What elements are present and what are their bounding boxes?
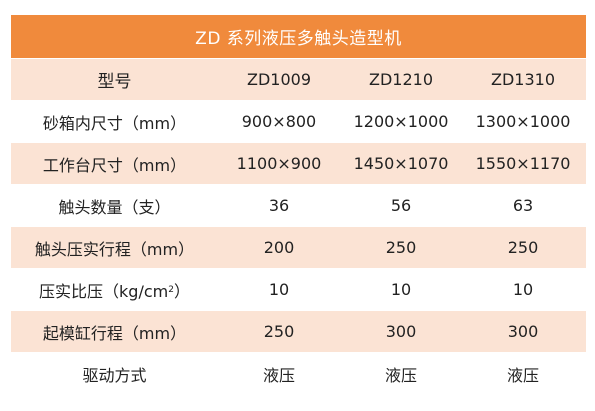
table-row: 压实比压（kg/cm 2） 10 10 10 bbox=[11, 268, 586, 310]
row-label: 触头数量（支） bbox=[58, 197, 171, 217]
header-model-zd1310: ZD1310 bbox=[491, 70, 555, 89]
row-value: 300 bbox=[385, 322, 417, 341]
row-value: 56 bbox=[390, 196, 412, 215]
row-value: 250 bbox=[385, 238, 417, 257]
row-value: 液压 bbox=[384, 365, 417, 385]
row-value: 1300×1000 bbox=[475, 112, 571, 131]
header-label: 型号 bbox=[97, 72, 132, 92]
row-value: 900×800 bbox=[241, 112, 317, 131]
header-model-zd1210: ZD1210 bbox=[369, 70, 433, 89]
table-row: 触头数量（支） 36 56 63 bbox=[11, 184, 586, 226]
row-label-main: 压实比压（kg/cm bbox=[39, 281, 169, 301]
table-row: 工作台尺寸（mm） 1100×900 1450×1070 1550×1170 bbox=[11, 142, 586, 184]
row-label: 压实比压（kg/cm 2） bbox=[11, 269, 218, 310]
row-value: 10 bbox=[512, 280, 534, 299]
table-row: 触头压实行程（mm） 200 250 250 bbox=[11, 226, 586, 268]
row-value: 液压 bbox=[506, 365, 539, 385]
table-title: ZD 系列液压多触头造型机 bbox=[11, 15, 586, 58]
table-row: 砂箱内尺寸（mm） 900×800 1200×1000 1300×1000 bbox=[11, 100, 586, 142]
row-label: 砂箱内尺寸（mm） bbox=[42, 113, 187, 133]
row-value: 1200×1000 bbox=[353, 112, 449, 131]
spec-table: ZD 系列液压多触头造型机 型号 ZD1009 ZD1210 ZD1310 砂箱… bbox=[10, 15, 587, 396]
row-value: 液压 bbox=[262, 365, 295, 385]
header-model-zd1009: ZD1009 bbox=[247, 70, 311, 89]
row-label-superscript: 2 bbox=[168, 284, 174, 295]
table-row: 驱动方式 液压 液压 液压 bbox=[11, 352, 586, 394]
row-label: 工作台尺寸（mm） bbox=[42, 155, 187, 175]
row-value: 63 bbox=[512, 196, 534, 215]
row-label: 起模缸行程（mm） bbox=[42, 323, 187, 343]
row-value: 1550×1170 bbox=[475, 154, 571, 173]
row-label-end: ） bbox=[173, 281, 190, 301]
row-value: 250 bbox=[263, 322, 295, 341]
row-value: 10 bbox=[268, 280, 290, 299]
table-header-row: 型号 ZD1009 ZD1210 ZD1310 bbox=[11, 58, 586, 100]
row-value: 36 bbox=[268, 196, 290, 215]
row-value: 1100×900 bbox=[236, 154, 322, 173]
row-label: 驱动方式 bbox=[82, 365, 147, 385]
row-label: 触头压实行程（mm） bbox=[34, 239, 195, 259]
row-value: 250 bbox=[507, 238, 539, 257]
row-value: 10 bbox=[390, 280, 412, 299]
row-value: 1450×1070 bbox=[353, 154, 449, 173]
row-value: 300 bbox=[507, 322, 539, 341]
table-row: 起模缸行程（mm） 250 300 300 bbox=[11, 310, 586, 352]
row-value: 200 bbox=[263, 238, 295, 257]
